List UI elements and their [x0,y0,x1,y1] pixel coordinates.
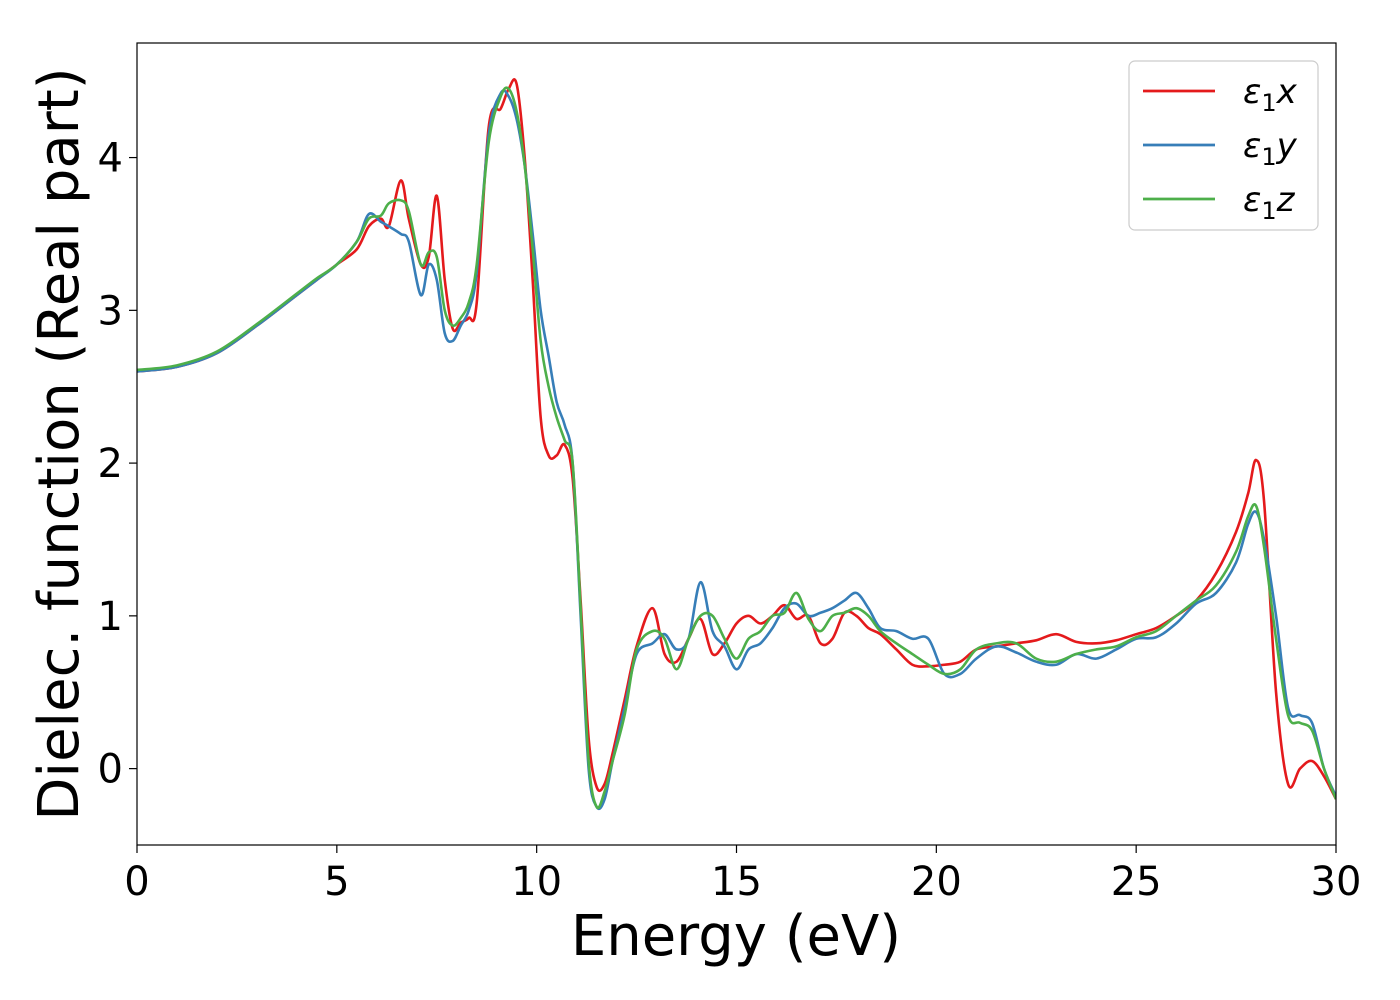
y-tick-label: 4 [98,136,123,182]
x-tick-label: 30 [1311,859,1362,905]
x-tick-label: 15 [711,859,762,905]
y-tick-label: 3 [98,288,123,334]
y-tick-label: 1 [98,594,123,640]
series-line-z [137,86,1336,810]
series-layer [137,78,1336,811]
legend: ε1x ε1y ε1z [1128,60,1319,231]
x-tick-label: 20 [911,859,962,905]
x-tick-label: 10 [511,859,562,905]
x-axis-label: Energy (eV) [571,904,901,969]
x-tick-label: 5 [324,859,349,905]
x-tick-label: 0 [124,859,149,905]
ticks-layer: 0 5 10 15 20 25 30 0 1 2 3 4 [98,136,1362,905]
legend-box [1128,60,1319,231]
legend-label-y: ε1y [1243,126,1298,171]
legend-label-z: ε1z [1243,180,1296,225]
y-axis-label: Dielec. function (Real part) [27,67,92,820]
x-tick-label: 25 [1111,859,1162,905]
y-tick-label: 0 [98,747,123,793]
legend-label-x: ε1x [1243,72,1298,117]
y-tick-label: 2 [98,441,123,487]
